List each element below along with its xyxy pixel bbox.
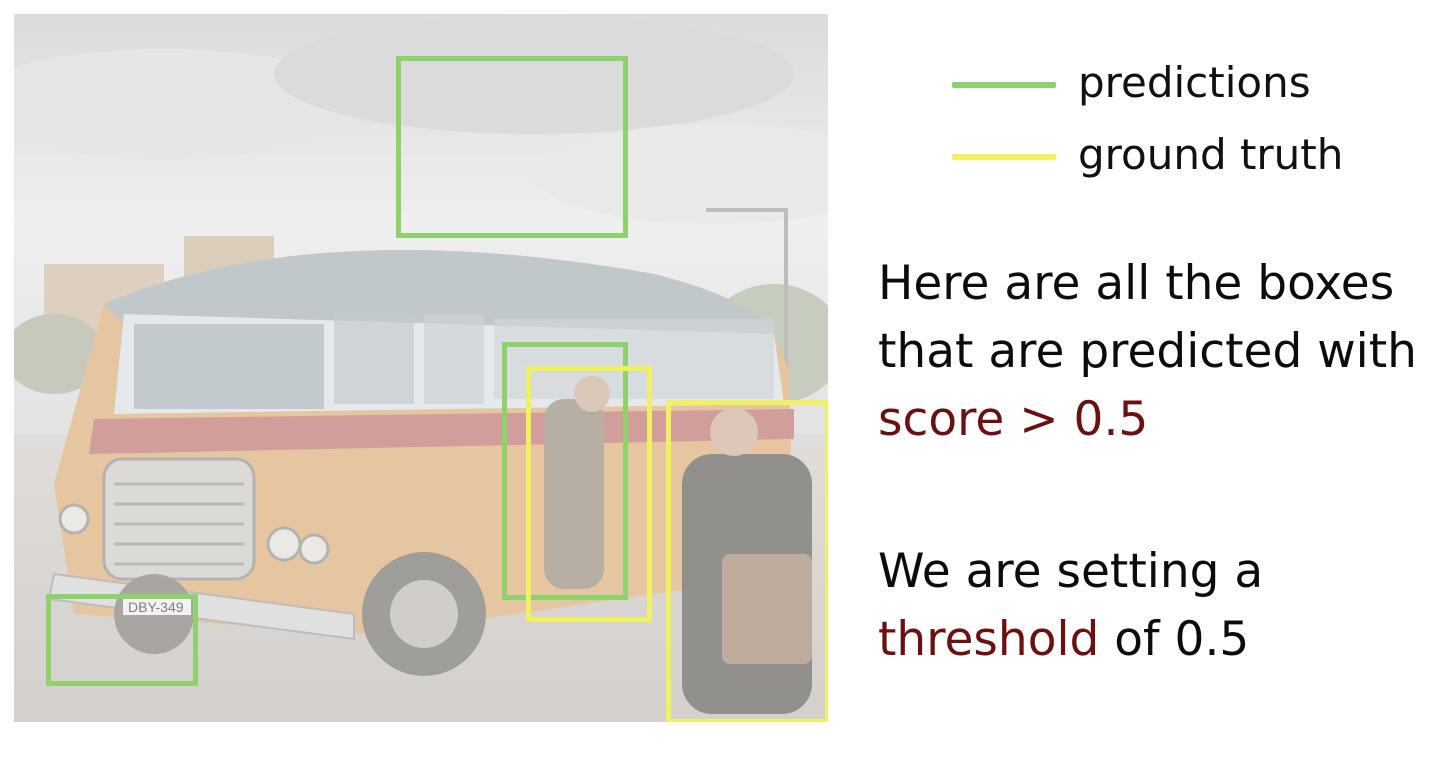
prediction-box-sky xyxy=(396,56,628,238)
ground-truth-box-man xyxy=(526,366,652,622)
threshold-paragraph: We are setting a threshold of 0.5 xyxy=(878,538,1263,674)
predictions-legend-swatch xyxy=(952,82,1056,88)
predictions-legend-label: predictions xyxy=(1078,58,1311,107)
explanation-paragraph: Here are all the boxes that are predicte… xyxy=(878,250,1417,454)
bus-photo: DBY-349 xyxy=(14,14,828,722)
prediction-box-bumper xyxy=(46,594,198,686)
ground-truth-legend-swatch xyxy=(952,154,1056,160)
threshold-line-2: threshold of 0.5 xyxy=(878,606,1263,674)
explanation-line-2: that are predicted with xyxy=(878,324,1417,379)
threshold-line-1: We are setting a xyxy=(878,544,1264,599)
threshold-value-text: of 0.5 xyxy=(1099,612,1250,667)
ground-truth-box-woman xyxy=(666,400,828,722)
prediction-box-man xyxy=(502,342,628,600)
threshold-keyword: threshold xyxy=(878,612,1100,667)
explanation-line-1: Here are all the boxes xyxy=(878,256,1395,311)
ground-truth-legend-label: ground truth xyxy=(1078,130,1344,179)
plate-text: DBY-349 xyxy=(128,599,184,615)
score-threshold-condition: score > 0.5 xyxy=(878,392,1149,447)
